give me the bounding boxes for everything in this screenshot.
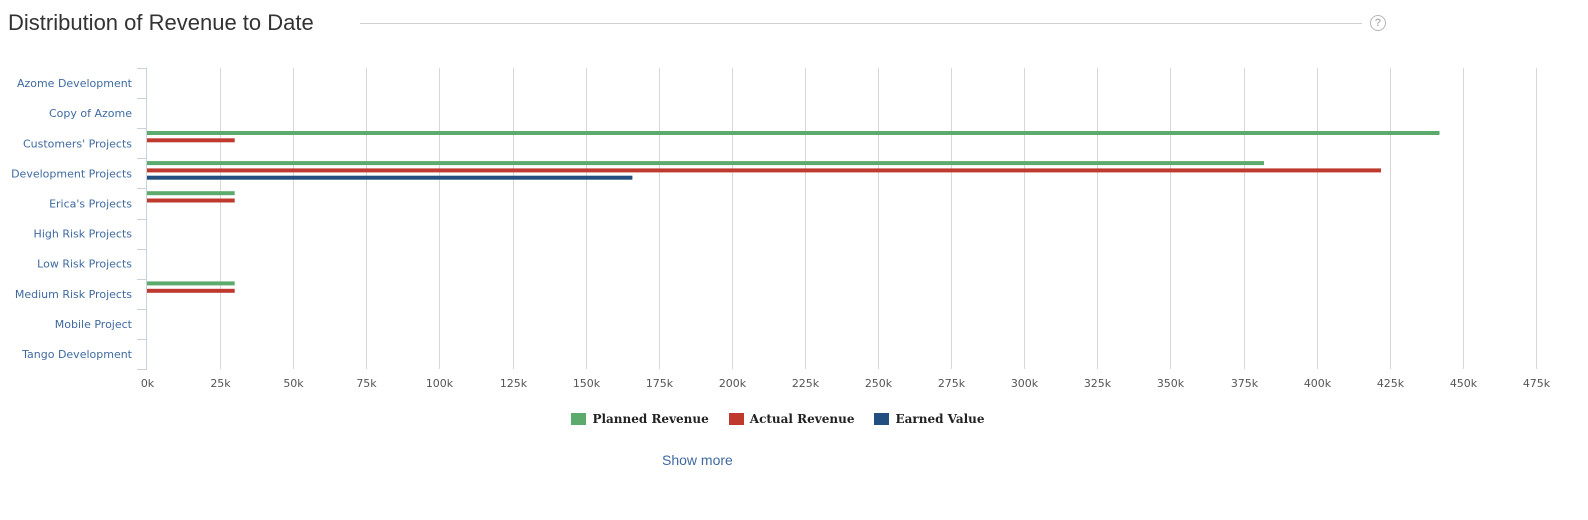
chart-legend: Planned Revenue Actual Revenue Earned Valu… xyxy=(0,412,1556,426)
category-label[interactable]: Azome Development xyxy=(17,77,133,90)
bar-planned-revenue[interactable] xyxy=(147,281,235,286)
legend-item[interactable]: Earned Value xyxy=(874,412,985,426)
category-label[interactable]: Medium Risk Projects xyxy=(15,288,132,301)
category-label[interactable]: Customers' Projects xyxy=(23,137,132,150)
legend-label: Earned Value xyxy=(895,412,985,426)
x-tick-label: 200k xyxy=(719,377,747,390)
x-tick-label: 300k xyxy=(1011,377,1039,390)
category-label[interactable]: Mobile Project xyxy=(55,318,133,331)
x-tick-label: 150k xyxy=(573,377,601,390)
x-tick-label: 175k xyxy=(646,377,674,390)
x-tick-label: 450k xyxy=(1450,377,1478,390)
bar-actual-revenue[interactable] xyxy=(147,138,235,143)
category-label[interactable]: Copy of Azome xyxy=(49,107,132,120)
x-tick-label: 275k xyxy=(938,377,966,390)
x-tick-label: 475k xyxy=(1523,377,1551,390)
bar-actual-revenue[interactable] xyxy=(147,168,1381,173)
legend-label: Planned Revenue xyxy=(592,412,709,426)
category-label[interactable]: Erica's Projects xyxy=(49,197,132,210)
bars xyxy=(147,131,1440,293)
category-axis xyxy=(137,68,147,370)
category-label[interactable]: Low Risk Projects xyxy=(37,258,132,271)
category-labels: Azome Development Copy of Azome Customers'… xyxy=(11,77,133,361)
category-label[interactable]: Development Projects xyxy=(11,167,132,180)
x-tick-label: 100k xyxy=(426,377,454,390)
grid-lines xyxy=(220,68,1537,369)
legend-item[interactable]: Actual Revenue xyxy=(728,412,855,426)
x-tick-label: 250k xyxy=(865,377,893,390)
x-tick-label: 325k xyxy=(1084,377,1112,390)
bar-earned-value[interactable] xyxy=(147,175,633,180)
category-label[interactable]: Tango Development xyxy=(21,348,133,361)
chart-header: Distribution of Revenue to Date ? xyxy=(8,8,1388,40)
chart-title: Distribution of Revenue to Date xyxy=(8,10,314,35)
legend-swatch xyxy=(874,413,890,425)
x-tick-label: 375k xyxy=(1231,377,1259,390)
legend-item[interactable]: Planned Revenue xyxy=(571,412,709,426)
x-tick-label: 75k xyxy=(356,377,377,390)
x-axis-tick-labels: 0k 25k 50k 75k 100k 125k 150k 175k 200k 225k 250k 2… xyxy=(141,377,1551,390)
revenue-bar-chart: Azome Development Copy of Azome Customers'… xyxy=(11,68,1551,390)
x-tick-label: 125k xyxy=(500,377,528,390)
legend-swatch xyxy=(728,413,744,425)
category-label[interactable]: High Risk Projects xyxy=(34,228,133,241)
bar-planned-revenue[interactable] xyxy=(147,191,235,196)
x-tick-label: 350k xyxy=(1157,377,1185,390)
x-tick-label: 25k xyxy=(210,377,231,390)
help-icon[interactable]: ? xyxy=(1370,15,1386,31)
x-tick-label: 0k xyxy=(141,377,155,390)
x-tick-label: 425k xyxy=(1377,377,1405,390)
legend-swatch xyxy=(571,413,587,425)
show-more-link[interactable]: Show more xyxy=(662,452,733,468)
x-tick-label: 225k xyxy=(792,377,820,390)
bar-planned-revenue[interactable] xyxy=(147,161,1264,166)
bar-planned-revenue[interactable] xyxy=(147,131,1440,135)
bar-actual-revenue[interactable] xyxy=(147,288,235,293)
x-tick-label: 400k xyxy=(1304,377,1332,390)
title-divider xyxy=(360,23,1362,24)
x-tick-label: 50k xyxy=(283,377,304,390)
legend-label: Actual Revenue xyxy=(749,412,855,426)
bar-actual-revenue[interactable] xyxy=(147,198,235,203)
